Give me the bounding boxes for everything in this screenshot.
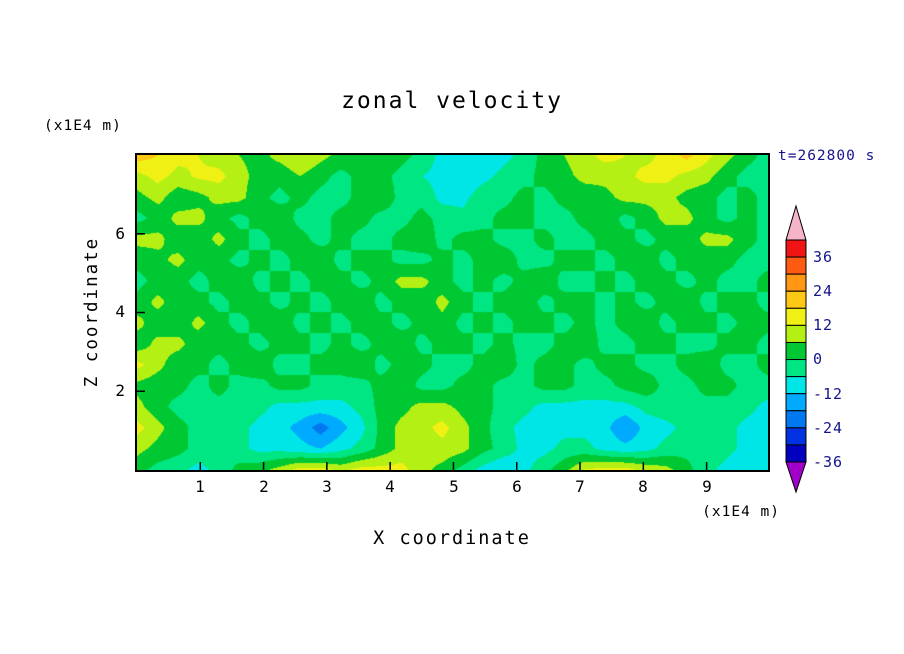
x-tick-label-2: 2 [259, 477, 269, 496]
colorbar-label-minus24: -24 [813, 419, 844, 437]
colorbar-label-12: 12 [813, 316, 834, 334]
x-tick-label-7: 7 [575, 477, 585, 496]
y-tick-label-6: 6 [115, 224, 125, 243]
x-tick-label-6: 6 [512, 477, 522, 496]
colorbar-top-arrow [785, 204, 807, 241]
page-title: zonal velocity [341, 88, 563, 114]
plot-frame [135, 153, 770, 472]
colorbar-segment [785, 359, 807, 378]
colorbar-segment [785, 324, 807, 343]
x-axis-title: X coordinate [373, 528, 531, 549]
y-tick-label-2: 2 [115, 381, 125, 400]
x-tick-label-3: 3 [322, 477, 332, 496]
colorbar-segment [785, 290, 807, 309]
colorbar-label-minus12: -12 [813, 385, 844, 403]
y-tick-label-4: 4 [115, 302, 125, 321]
colorbar-segment [785, 444, 807, 463]
colorbar-label-24: 24 [813, 282, 834, 300]
x-tick-label-5: 5 [449, 477, 459, 496]
x-tick-label-1: 1 [195, 477, 205, 496]
colorbar-segment [785, 341, 807, 361]
colorbar-segment [785, 376, 807, 395]
x-tick-label-4: 4 [385, 477, 395, 496]
contour-heatmap [137, 155, 768, 470]
z-axis-unit-label: (x1E4 m) [44, 118, 122, 134]
colorbar-label-36: 36 [813, 248, 834, 266]
colorbar-segment [785, 427, 807, 446]
x-axis-unit-label: (x1E4 m) [702, 504, 780, 520]
x-tick-label-9: 9 [702, 477, 712, 496]
time-annotation: t=262800 s [778, 148, 876, 164]
colorbar-label-minus36: -36 [813, 453, 844, 471]
colorbar [785, 204, 807, 494]
colorbar-bottom-arrow [785, 461, 807, 494]
colorbar-segment [785, 393, 807, 412]
colorbar-segment [785, 273, 807, 292]
colorbar-segment [785, 410, 807, 429]
colorbar-segment [785, 307, 807, 326]
colorbar-segment [785, 256, 807, 275]
colorbar-segment [785, 239, 807, 258]
x-tick-label-8: 8 [638, 477, 648, 496]
colorbar-label-0: 0 [813, 350, 824, 368]
